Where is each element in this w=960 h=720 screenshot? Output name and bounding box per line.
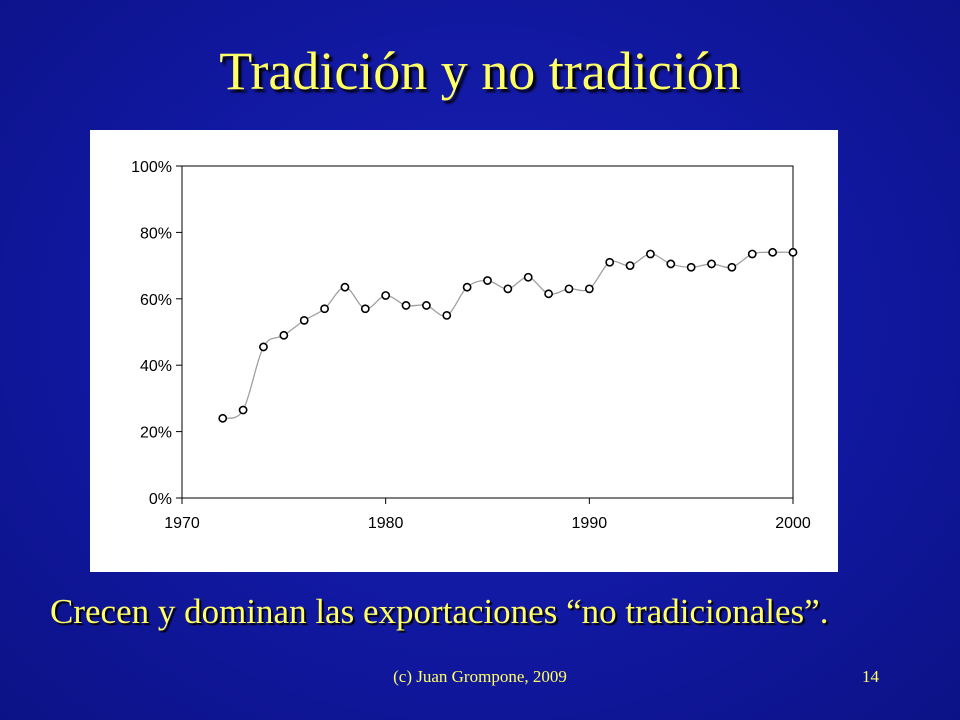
data-point: [442, 310, 452, 320]
data-point: [666, 259, 676, 269]
data-point: [523, 272, 533, 282]
page-number: 14: [862, 667, 879, 686]
data-point: [462, 282, 472, 292]
slide-caption: Crecen y dominan las exportaciones “no t…: [50, 592, 829, 631]
data-point: [584, 284, 594, 294]
footer-author: (c) Juan Grompone, 2009: [393, 667, 567, 686]
y-tick-label: 0%: [149, 491, 172, 508]
x-tick-label: 1970: [164, 515, 200, 532]
data-point: [299, 315, 309, 325]
data-point: [483, 276, 492, 285]
data-point: [727, 262, 737, 272]
data-point: [340, 282, 350, 292]
data-point: [544, 289, 553, 299]
data-point: [707, 259, 716, 269]
x-tick-label: 1980: [368, 515, 404, 532]
data-point: [605, 257, 615, 267]
data-point: [768, 247, 778, 257]
chart-panel: 0% 20% 40% 60% 80% 100% 1970 1980 1990 2000: [90, 130, 838, 572]
series-line: [222, 251, 794, 419]
line-chart: 0% 20% 40% 60% 80% 100% 1970 1980 1990 2000: [131, 159, 811, 532]
x-tick-label: 1990: [572, 515, 608, 532]
y-tick-label: 20%: [140, 425, 172, 442]
data-point: [279, 330, 289, 340]
data-point: [686, 262, 696, 272]
data-point: [360, 304, 370, 314]
data-point: [401, 301, 411, 310]
slide-title: Tradición y no tradición: [219, 41, 741, 101]
data-point: [259, 342, 268, 352]
x-tick-label: 2000: [775, 515, 811, 532]
data-point: [646, 249, 655, 259]
data-point: [788, 247, 798, 257]
y-tick-label: 40%: [140, 358, 172, 375]
y-tick-label: 60%: [140, 292, 172, 309]
data-point: [218, 413, 228, 423]
data-point: [564, 284, 574, 294]
data-point: [503, 284, 513, 294]
data-point: [747, 249, 757, 259]
y-tick-label: 80%: [140, 225, 172, 242]
plot-frame: [181, 165, 794, 499]
data-point: [421, 301, 431, 310]
data-point: [320, 304, 329, 314]
data-point: [381, 291, 391, 300]
data-point: [238, 405, 248, 415]
y-tick-label: 100%: [131, 159, 172, 176]
data-point: [625, 261, 635, 270]
